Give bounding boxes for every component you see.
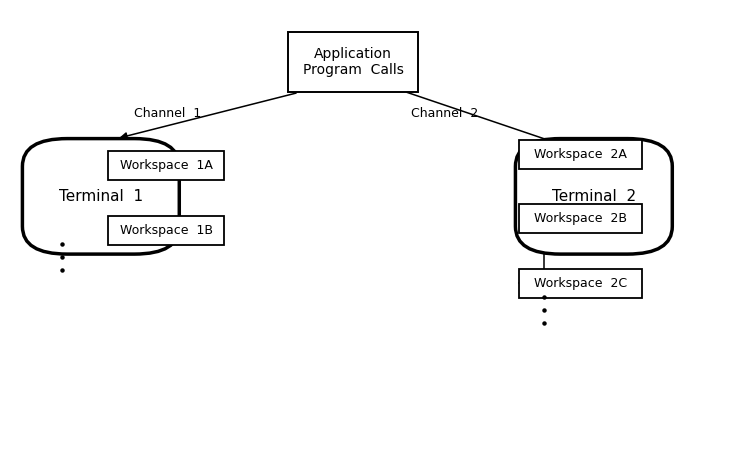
Text: Workspace  1A: Workspace 1A: [120, 159, 213, 172]
FancyBboxPatch shape: [22, 139, 179, 254]
Text: Application
Program  Calls: Application Program Calls: [303, 47, 403, 78]
Text: Workspace  2A: Workspace 2A: [534, 147, 627, 161]
Bar: [519, 140, 642, 169]
Text: Channel  2: Channel 2: [411, 107, 478, 120]
Text: Workspace  2B: Workspace 2B: [534, 212, 627, 225]
Bar: [288, 32, 418, 92]
Bar: [519, 269, 642, 298]
Text: Workspace  2C: Workspace 2C: [534, 277, 627, 290]
Bar: [108, 216, 224, 245]
Text: Terminal  1: Terminal 1: [59, 189, 143, 204]
Bar: [108, 151, 224, 180]
Text: Workspace  1B: Workspace 1B: [120, 224, 213, 237]
Text: Channel  1: Channel 1: [134, 107, 202, 120]
FancyBboxPatch shape: [515, 139, 672, 254]
Text: Terminal  2: Terminal 2: [552, 189, 636, 204]
Bar: [519, 204, 642, 233]
